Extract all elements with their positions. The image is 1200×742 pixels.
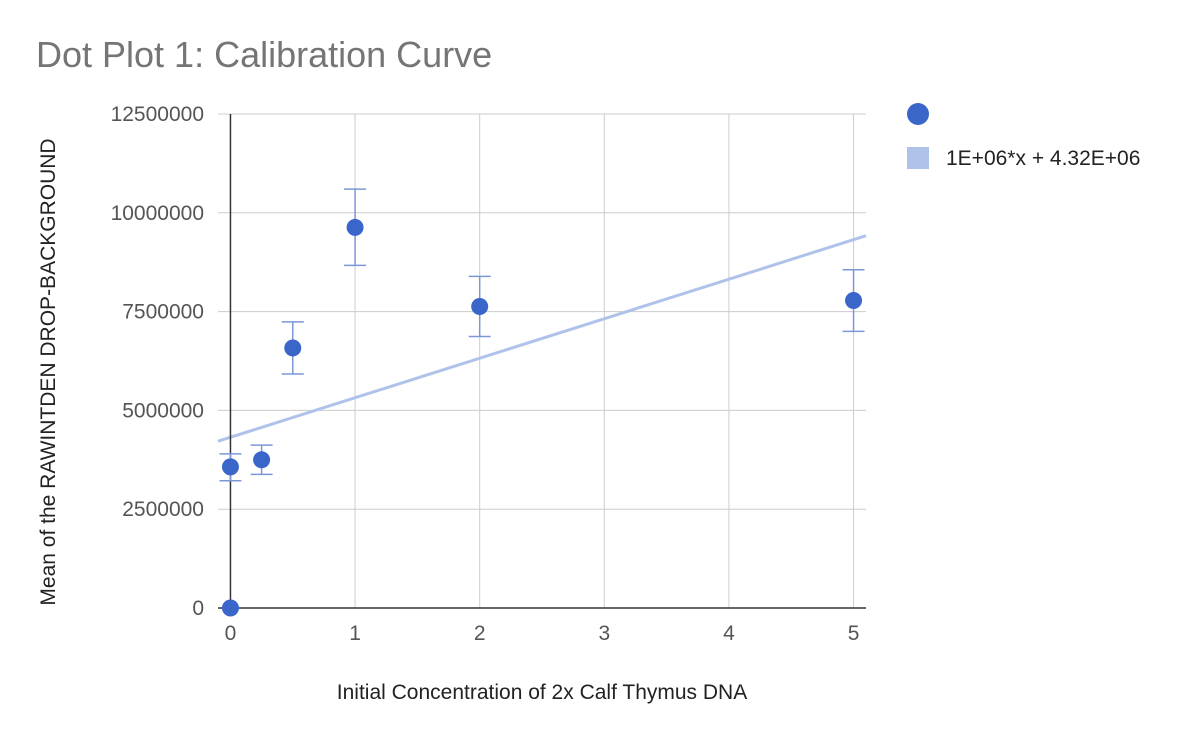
data-point <box>845 292 863 310</box>
tick-labels: 0 2500000 5000000 7500000 10000000 12500000 0 1… <box>111 103 860 645</box>
chart-title: Dot Plot 1: Calibration Curve <box>36 34 492 75</box>
y-tick-label: 2500000 <box>122 498 204 521</box>
x-tick-label: 0 <box>225 622 237 645</box>
data-point <box>221 599 239 617</box>
trendline <box>217 234 867 443</box>
legend-trendline-label: 1E+06*x + 4.32E+06 <box>946 147 1140 170</box>
y-tick-label: 12500000 <box>111 103 204 126</box>
legend: 1E+06*x + 4.32E+06 <box>907 103 1140 170</box>
y-tick-label: 0 <box>192 597 204 620</box>
legend-trendline-swatch <box>907 147 929 169</box>
y-tick-label: 7500000 <box>122 301 204 324</box>
data-point <box>221 458 239 476</box>
data-point <box>471 297 489 315</box>
axes <box>218 114 866 609</box>
data-points <box>221 218 863 617</box>
y-tick-label: 5000000 <box>122 399 204 422</box>
data-point <box>253 451 271 469</box>
legend-series-marker <box>907 103 929 125</box>
x-tick-label: 2 <box>474 622 486 645</box>
x-tick-label: 1 <box>349 622 361 645</box>
x-tick-label: 3 <box>598 622 610 645</box>
x-axis-label: Initial Concentration of 2x Calf Thymus … <box>337 681 747 704</box>
data-point <box>284 339 302 357</box>
y-axis-label: Mean of the RAWINTDEN DROP-BACKGROUND <box>37 138 60 605</box>
x-tick-label: 4 <box>723 622 735 645</box>
gridlines <box>218 113 866 608</box>
error-bars <box>219 188 865 482</box>
data-point <box>346 218 364 236</box>
trendline-layer <box>217 234 867 443</box>
x-tick-label: 5 <box>848 622 860 645</box>
y-tick-label: 10000000 <box>111 202 204 225</box>
